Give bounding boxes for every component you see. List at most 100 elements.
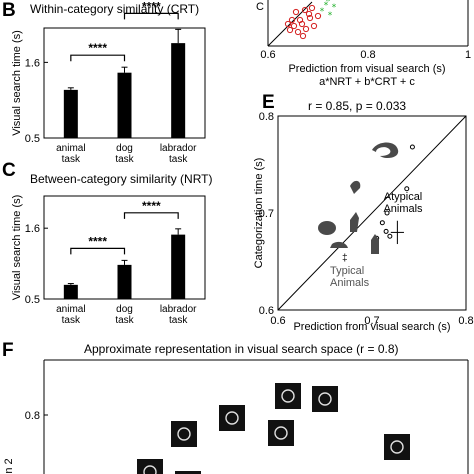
panel-e-axes-box <box>277 115 467 311</box>
panel-d-green-point: * <box>326 0 331 7</box>
wheel-icon <box>318 392 332 406</box>
panel-b-bar <box>171 43 186 138</box>
panel-b-category-label: task <box>115 154 134 165</box>
panel-c-bar <box>117 264 132 299</box>
panel-d-xtick-label: 1 <box>465 49 471 61</box>
panel-d-red-point <box>306 14 314 22</box>
panel-label-e: E <box>262 92 275 113</box>
panel-c-sig-stars: **** <box>88 234 107 248</box>
panel-d-xtick-label: 0.8 <box>360 49 375 61</box>
panel-b-sig-stars: **** <box>142 0 161 13</box>
dog-icon <box>350 212 359 232</box>
panel-d-red-point <box>305 10 313 18</box>
cross-icon <box>225 411 239 425</box>
pigeon-icon <box>318 221 336 235</box>
panel-e-ytick-label: 0.6 <box>259 305 274 317</box>
panel-c-category-label: task <box>115 315 134 326</box>
panel-d-red-point <box>292 8 300 16</box>
panel-b-category-label: task <box>169 154 188 165</box>
panel-d-red-point <box>310 22 318 30</box>
panel-c-category-label: dog <box>116 304 133 315</box>
panel-d-red-point <box>286 26 294 34</box>
thumbnail-tile <box>275 383 301 409</box>
panel-c-title: Between-category similarity (NRT) <box>30 172 213 186</box>
panel-e-xlabel: Prediction from visual search (s) <box>293 321 450 333</box>
panel-b-ylabel: Visual search time (s) <box>11 30 23 136</box>
panel-d-scatter: C 0.6 0.8 1 Prediction from visual search (s… <box>256 0 471 88</box>
thumbnail-tile <box>171 421 197 447</box>
panel-f-embedding-plot: 0.8 n 2 <box>3 359 469 474</box>
panel-b-sig-bracket <box>70 54 126 62</box>
panel-d-red-point <box>288 16 296 24</box>
panel-c-category-label: labrador <box>160 304 197 315</box>
panel-d-ylabel-partial: C <box>256 1 264 13</box>
panel-b-category-label: animal <box>56 143 85 154</box>
thumbnail-tile <box>384 434 410 460</box>
panel-e-stats: r = 0.85, p = 0.033 <box>308 99 406 113</box>
panel-c-bar <box>171 234 186 299</box>
panel-e-scatter: 0.6 0.7 0.8 0.6 0.7 0.8 Prediction from visual… <box>253 111 474 333</box>
panel-d-red-point <box>294 28 302 36</box>
atypical-label-line2: Animals <box>383 203 423 215</box>
bird-icon <box>350 180 361 194</box>
panel-d-green-point: * <box>332 3 337 13</box>
panel-b-category-label: task <box>62 154 81 165</box>
panel-d-red-point <box>296 16 304 24</box>
panel-d-red-point <box>302 25 310 33</box>
panel-label-f: F <box>2 340 14 361</box>
panel-f-title: Approximate representation in visual sea… <box>84 342 399 356</box>
panel-e-ytick-label: 0.8 <box>259 111 274 123</box>
panel-d-xtick-label: 0.6 <box>260 49 275 61</box>
panel-d-red-point <box>284 20 292 28</box>
panel-e-diagonal <box>277 115 467 311</box>
panel-d-red-point <box>314 12 322 20</box>
panel-c-category-label: animal <box>56 304 85 315</box>
panel-e-xtick-label: 0.6 <box>270 315 285 327</box>
bicycle-icon <box>177 427 191 441</box>
panel-c-ylabel: Visual search time (s) <box>11 195 23 301</box>
panel-b-sig-bracket <box>123 12 179 20</box>
panel-e-ylabel: Categorization time (s) <box>253 158 265 269</box>
panel-b-category-label: labrador <box>160 143 197 154</box>
panel-c-bar <box>63 284 78 299</box>
panel-e-ytick-label: 0.7 <box>259 208 274 220</box>
typical-marker: ‡ <box>342 253 348 264</box>
cat-icon <box>371 234 379 254</box>
panel-d-xlabel: Prediction from visual search (s) <box>288 63 445 75</box>
leaf-icon <box>274 426 288 440</box>
panel-e-point <box>404 186 410 192</box>
panel-c-sig-stars: **** <box>142 199 161 213</box>
thumbnail-tile <box>312 386 338 412</box>
panel-c-sig-bracket <box>123 212 179 219</box>
ball-icon <box>390 440 404 454</box>
panel-d-green-point: * <box>328 11 333 21</box>
panel-f-ytick-label: 0.8 <box>25 410 40 422</box>
panel-e-xtick-label: 0.7 <box>364 315 379 327</box>
panel-f-ylabel-partial: n 2 <box>3 458 15 473</box>
thumbnail-tile <box>268 420 294 446</box>
panel-d-diagonal <box>267 1 313 47</box>
panel-b-title: Within-category similarity (CRT) <box>30 2 199 16</box>
panel-b-ytick-label: 0.5 <box>25 133 40 145</box>
panel-label-c: C <box>2 160 16 181</box>
panel-d-green-point: * <box>320 7 325 17</box>
panel-d-green-point: * <box>324 1 329 11</box>
typical-label-line2: Animals <box>330 277 370 289</box>
duck-icon <box>330 241 348 248</box>
atypical-label-line1: Atypical <box>384 191 423 203</box>
panel-c-category-label: task <box>169 315 188 326</box>
typical-label-line1: Typical <box>330 265 364 277</box>
thumbnail-tile <box>219 405 245 431</box>
panel-b-ytick-label: 1.6 <box>25 57 40 69</box>
panel-b-bar <box>117 72 132 138</box>
panel-d-xlabel-formula: a*NRT + b*CRT + c <box>319 76 415 88</box>
panel-d-red-point <box>290 22 298 30</box>
panel-b-sig-stars: **** <box>88 41 107 55</box>
panel-c-ytick-label: 1.6 <box>25 223 40 235</box>
tree-icon <box>143 465 157 474</box>
panel-d-red-point <box>301 6 309 14</box>
panel-e-point <box>387 233 393 239</box>
